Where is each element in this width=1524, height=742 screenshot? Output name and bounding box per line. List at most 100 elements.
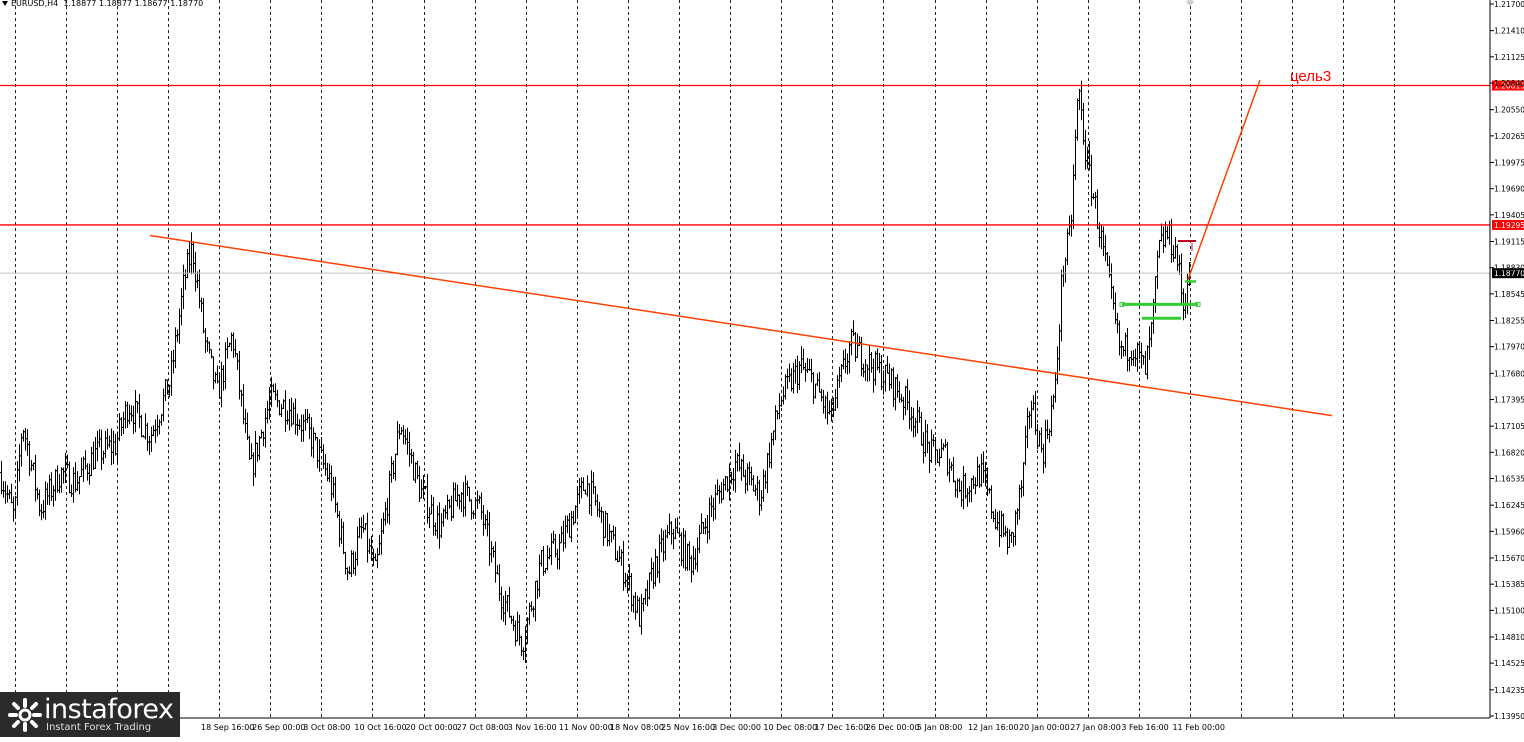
time-tick-label: 5 Jan 08:00 xyxy=(917,723,963,732)
price-tick-label: 1.15385 xyxy=(1494,580,1524,589)
time-tick-label: 27 Oct 08:00 xyxy=(457,723,509,732)
ohlc-bar xyxy=(1098,222,1101,248)
ohlc-bar xyxy=(910,406,913,432)
ohlc-bar xyxy=(576,487,579,517)
ohlc-bar xyxy=(1160,223,1163,242)
ohlc-bar xyxy=(402,425,405,445)
ohlc-bar xyxy=(960,480,963,507)
ohlc-bar xyxy=(952,456,955,483)
ohlc-bar xyxy=(876,348,879,371)
ohlc-bar xyxy=(178,308,181,344)
ohlc-bar xyxy=(848,341,851,374)
ohlc-bar xyxy=(378,534,381,556)
ohlc-bar xyxy=(426,474,429,524)
instaforex-watermark: instaforex Instant Forex Trading xyxy=(0,692,180,737)
ohlc-bar xyxy=(512,615,515,631)
ohlc-bar xyxy=(134,389,137,433)
ohlc-bar xyxy=(324,454,327,476)
ohlc-bar xyxy=(586,475,589,497)
ohlc-bar xyxy=(12,496,15,522)
price-tick-label: 1.19115 xyxy=(1494,237,1524,246)
ohlc-bar xyxy=(672,528,675,550)
ohlc-bar xyxy=(590,470,593,516)
green-level-handle xyxy=(1195,301,1201,307)
price-tick-label: 1.14810 xyxy=(1494,633,1524,642)
ohlc-bar xyxy=(814,383,817,399)
ohlc-bar xyxy=(1096,189,1099,230)
resistance-upper-label-bg xyxy=(1492,80,1524,91)
ohlc-bar xyxy=(448,499,451,509)
ohlc-bar xyxy=(620,549,623,566)
ohlc-bar xyxy=(460,492,463,512)
ohlc-bar xyxy=(46,482,49,505)
ohlc-bar xyxy=(742,454,745,477)
ohlc-bar xyxy=(296,413,299,436)
ohlc-bar xyxy=(226,337,229,359)
ohlc-bar xyxy=(1062,265,1065,287)
ohlc-bar xyxy=(688,541,691,571)
ohlc-bar xyxy=(826,391,829,425)
ohlc-bar xyxy=(406,427,409,455)
ohlc-bar xyxy=(1186,273,1189,315)
ohlc-bar xyxy=(1134,348,1137,367)
ohlc-bar xyxy=(866,364,869,382)
ohlc-bar xyxy=(664,529,667,561)
symbol-header: EURUSD,H4 1.18877 1.18877 1.18677 1.1877… xyxy=(2,0,203,8)
ohlc-bar xyxy=(1058,324,1061,372)
time-tick-label: 3 Nov 16:00 xyxy=(508,723,557,732)
time-tick-label: 3 Feb 16:00 xyxy=(1121,723,1168,732)
price-tick-label: 1.21125 xyxy=(1494,53,1524,62)
ohlc-bar xyxy=(874,351,877,386)
ohlc-bar xyxy=(380,518,383,555)
ohlc-bar xyxy=(714,484,717,520)
ohlc-bar xyxy=(840,364,843,383)
ohlc-bar xyxy=(642,597,645,612)
ohlc-bar xyxy=(1042,443,1045,474)
price-tick-label: 1.17970 xyxy=(1494,343,1524,352)
time-tick-label: 17 Dec 16:00 xyxy=(815,723,869,732)
ohlc-bar xyxy=(824,395,827,419)
ohlc-bar xyxy=(146,422,149,451)
ohlc-bar xyxy=(284,390,287,432)
ohlc-bar xyxy=(594,486,597,506)
ohlc-bar xyxy=(892,367,895,408)
ohlc-bar xyxy=(812,372,815,405)
ohlc-bar xyxy=(1092,193,1095,200)
ohlc-bar xyxy=(484,514,487,530)
dropdown-triangle-icon[interactable] xyxy=(2,1,8,6)
ohlc-bar xyxy=(480,492,483,520)
ohlc-bar xyxy=(930,429,933,463)
ohlc-bar xyxy=(682,528,685,569)
ohlc-bar xyxy=(780,398,783,407)
ohlc-bar xyxy=(418,465,421,502)
ohlc-bar xyxy=(1028,411,1031,430)
green-level-handle xyxy=(1119,301,1125,307)
price-tick-label: 1.19405 xyxy=(1494,211,1524,220)
ohlc-bar xyxy=(300,414,303,442)
ohlc-bar xyxy=(980,454,983,487)
ohlc-bar xyxy=(358,517,361,539)
ohlc-bar xyxy=(0,460,3,495)
diamond-marker-icon xyxy=(1186,0,1194,6)
ohlc-bar xyxy=(162,388,165,422)
ohlc-bar xyxy=(478,495,481,504)
ohlc-bar xyxy=(720,482,723,504)
ohlc-bar xyxy=(106,428,109,450)
ohlc-bar xyxy=(204,328,207,353)
ohlc-bar xyxy=(770,432,773,469)
ohlc-bar xyxy=(302,414,305,442)
ohlc-bar xyxy=(872,358,875,393)
ohlc-bar xyxy=(976,456,979,487)
ohlc-bar xyxy=(640,594,643,635)
ohlc-bar xyxy=(488,511,491,567)
ohlc-bar xyxy=(928,441,931,474)
ohlc-bar xyxy=(34,454,37,502)
ohlc-bar xyxy=(740,458,743,481)
ohlc-bar xyxy=(792,362,795,394)
current-price-label: 1.18770 xyxy=(1494,269,1524,278)
ohlc-bar xyxy=(180,288,183,326)
current-price-label-bg xyxy=(1492,268,1524,279)
ohlc-bar xyxy=(968,485,971,503)
